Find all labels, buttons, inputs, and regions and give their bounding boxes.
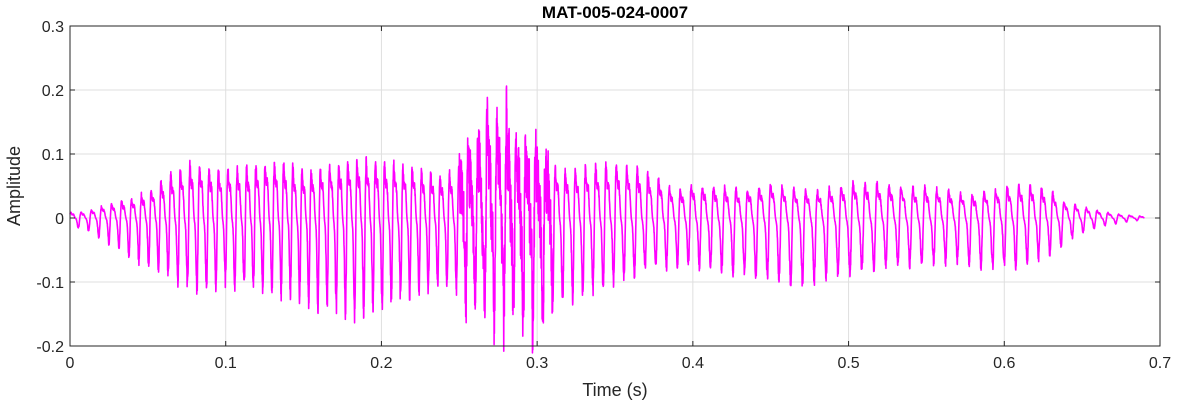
x-tick-label: 0.1 — [215, 355, 237, 372]
x-tick-label: 0.2 — [370, 355, 392, 372]
x-tick-label: 0 — [66, 355, 75, 372]
y-axis-title: Amplitude — [4, 146, 24, 226]
x-axis-title: Time (s) — [582, 380, 647, 400]
chart-title: MAT-005-024-0007 — [542, 3, 688, 22]
x-tick-label: 0.5 — [837, 355, 859, 372]
y-tick-label: -0.2 — [36, 339, 64, 356]
waveform-line — [69, 85, 1146, 354]
x-tick-label: 0.3 — [526, 355, 548, 372]
x-tick-label: 0.6 — [993, 355, 1015, 372]
x-tick-label: 0.4 — [682, 355, 704, 372]
plot-area-border — [69, 25, 1161, 347]
waveform-series — [69, 85, 1146, 354]
x-axis: 0 0.1 0.2 0.3 0.4 0.5 0.6 0.7 — [66, 26, 1171, 372]
x-tick-label: 0.7 — [1149, 355, 1171, 372]
y-tick-label: 0.1 — [42, 147, 64, 164]
y-axis: -0.2 -0.1 0 0.1 0.2 0.3 — [36, 19, 1160, 356]
y-tick-label: -0.1 — [36, 275, 64, 292]
y-tick-label: 0.3 — [42, 19, 64, 36]
y-tick-label: 0 — [55, 211, 64, 228]
y-tick-label: 0.2 — [42, 83, 64, 100]
